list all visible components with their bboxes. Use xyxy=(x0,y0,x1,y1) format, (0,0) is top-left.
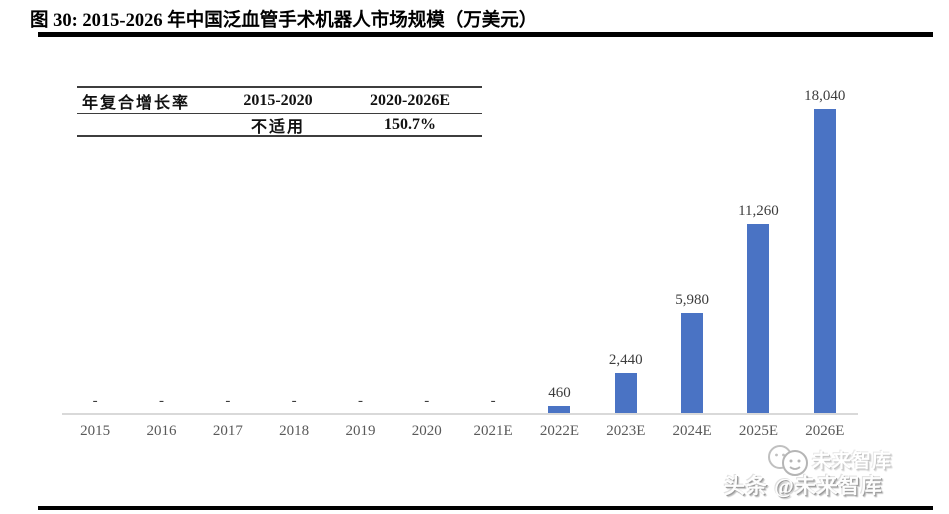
watermark-main-text: 头条 @未来智库 xyxy=(724,474,883,498)
bar-value-label: 11,260 xyxy=(738,202,779,219)
x-axis-tick-labels: 2015 2016 2017 2018 2019 2020 2021E 2022E 2023E 2… xyxy=(62,423,858,440)
cagr-header-metric: 年复合增长率 xyxy=(82,94,191,112)
bar-column-2020: - xyxy=(394,85,460,414)
x-tick-label: 2018 xyxy=(279,423,310,439)
bar-value-label: - xyxy=(291,393,297,409)
cagr-header-2020-2026e: 2020-2026E xyxy=(370,91,450,109)
x-tick-label: 2015 xyxy=(80,423,111,439)
bar-value-label: 18,040 xyxy=(804,88,846,104)
bar xyxy=(614,372,637,414)
x-tick-label: 2023E xyxy=(606,423,646,439)
bar-column-2025E: 11,260 xyxy=(725,85,791,414)
bar-value-label: - xyxy=(225,393,231,409)
cagr-table-value-row: 不适用 150.7% xyxy=(77,114,482,136)
bar-value-label: 5,980 xyxy=(675,291,709,308)
bar-column-2026E: 18,040 xyxy=(792,85,858,414)
bar-column-2024E: 5,980 xyxy=(659,85,725,414)
cagr-table: 年复合增长率 2015-2020 2020-2026E 不适用 150.7% xyxy=(77,86,482,137)
bar-value-label: - xyxy=(424,393,430,409)
cagr-header-2015-2020: 2015-2020 xyxy=(243,91,313,109)
bar-column-2018: - xyxy=(261,85,327,414)
bar-value-label: - xyxy=(357,393,363,409)
bar xyxy=(747,223,770,414)
bar xyxy=(681,312,704,414)
bar xyxy=(548,406,571,414)
bar-value-label: - xyxy=(92,393,98,409)
bar-value-label: 2,440 xyxy=(608,351,643,368)
cagr-table-header-row: 年复合增长率 2015-2020 2020-2026E xyxy=(77,88,482,114)
bar-column-2016: - xyxy=(128,85,194,414)
bar-column-2022E: 460 xyxy=(526,85,592,414)
bar-value-label: - xyxy=(490,393,496,409)
x-tick-label: 2020 xyxy=(411,423,442,439)
bar-column-2019: - xyxy=(327,85,393,414)
bar-column-2021E: - xyxy=(460,85,526,414)
x-tick-label: 2026E xyxy=(805,423,845,439)
bar-value-label: 460 xyxy=(548,385,571,402)
watermark-ghost-text: 未来智库 xyxy=(812,451,893,472)
x-tick-label: 2021E xyxy=(473,423,513,439)
bar-column-2023E: 2,440 xyxy=(593,85,659,414)
bar xyxy=(813,109,836,414)
x-tick-label: 2019 xyxy=(345,423,376,439)
title-divider-rule xyxy=(38,32,933,37)
bar-value-label: - xyxy=(158,393,164,409)
x-tick-label: 2017 xyxy=(212,423,243,439)
toutiao-smiley-logo xyxy=(768,445,808,476)
x-tick-label: 2024E xyxy=(672,423,712,439)
watermark: 未来智库 头条 @未来智库 xyxy=(724,444,939,500)
cagr-value-2020-2026e: 150.7% xyxy=(384,115,436,133)
x-tick-label: 2025E xyxy=(738,423,779,439)
x-axis-line xyxy=(62,413,858,415)
x-tick-label: 2022E xyxy=(539,423,580,439)
bar-column-2015: - xyxy=(62,85,128,414)
x-tick-label: 2016 xyxy=(146,423,177,439)
bar-chart-plot-area: - - - - - - - 460 2,440 5,980 11,260 18,040 xyxy=(62,85,858,414)
bar-column-2017: - xyxy=(195,85,261,414)
cagr-value-2015-2020: 不适用 xyxy=(250,118,305,136)
bottom-divider-rule xyxy=(38,506,933,510)
figure-title: 图 30: 2015-2026 年中国泛血管手术机器人市场规模（万美元） xyxy=(30,11,538,31)
